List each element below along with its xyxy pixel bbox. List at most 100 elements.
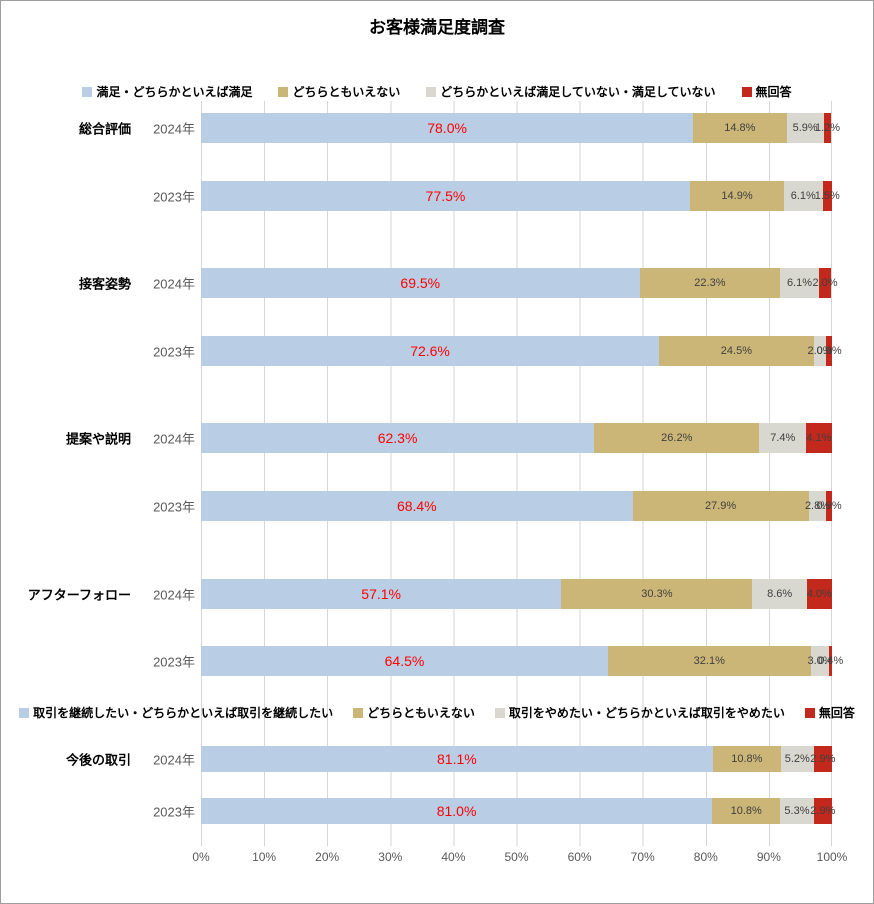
bar-segment-no-answer: 4.1%: [806, 423, 832, 453]
segment-value-label: 0.4%: [818, 655, 844, 667]
segment-value-label: 30.3%: [641, 588, 673, 600]
gridlines: [201, 101, 832, 846]
segment-value-label: 2.0%: [812, 277, 838, 289]
year-label: 2024年: [153, 752, 195, 768]
bar-track: 72.6% 24.5% 2.0% 0.9%: [201, 336, 842, 366]
segment-value-label: 5.9%: [792, 122, 818, 134]
legend-swatch-dissatisfied: [494, 707, 505, 718]
segment-value-label: 10.8%: [730, 805, 762, 817]
bar-row: 接客姿勢 2024年 69.5% 22.3% 6.1% 2.0%: [1, 268, 873, 298]
bar-track: 78.0% 14.8% 5.9% 1.2%: [201, 113, 840, 143]
bar-segment-neutral: 10.8%: [712, 746, 781, 772]
segment-value-label: 4.0%: [806, 588, 832, 600]
x-axis-tick-label: 100%: [816, 850, 848, 864]
bar-segment-neutral: 14.9%: [690, 181, 785, 211]
segment-value-label: 3.0%: [807, 655, 833, 667]
bar-row: 2023年 64.5% 32.1% 3.0% 0.4%: [1, 646, 873, 676]
legend-swatch-no-answer: [741, 86, 752, 97]
legend-item-satisfied: 取引を継続したい・どちらかといえば取引を継続したい: [19, 704, 333, 721]
bar-segment-no-answer: 0.9%: [817, 491, 842, 521]
bar-track: 77.5% 14.9% 6.1% 1.5%: [201, 181, 840, 211]
bar-row: 2023年 72.6% 24.5% 2.0% 0.9%: [1, 336, 873, 366]
x-axis-tick-label: 30%: [378, 850, 403, 864]
bar-segment-neutral: 27.9%: [632, 491, 809, 521]
bar-segment-satisfied: 78.0%: [201, 113, 694, 143]
bar-track: 62.3% 26.2% 7.4% 4.1%: [201, 423, 832, 453]
segment-value-label: 2.0%: [807, 345, 833, 357]
category-label: 提案や説明: [65, 431, 131, 447]
legend-satisfaction: 満足・どちらかといえば満足 どちらともいえない どちらかといえば満足していない・満足…: [1, 83, 873, 100]
bar-segment-dissatisfied: 3.0%: [807, 646, 833, 676]
segment-value-label: 26.2%: [661, 432, 693, 444]
segment-value-label: 6.1%: [786, 277, 813, 289]
x-axis: 0% 10% 20% 30% 40% 50% 60% 70% 80% 90% 100%: [192, 850, 847, 868]
x-axis-tick-label: 60%: [567, 850, 592, 864]
bar-segment-satisfied: 81.1%: [201, 746, 713, 772]
bar-segment-neutral: 32.1%: [607, 646, 811, 676]
x-axis-tick-label: 50%: [504, 850, 529, 864]
legend-item-neutral: どちらともいえない: [353, 704, 475, 721]
segment-value-label: 27.9%: [705, 500, 737, 512]
segment-value-label: 22.3%: [694, 277, 726, 289]
bar-segment-satisfied: 81.0%: [201, 798, 713, 824]
segment-value-label: 24.5%: [720, 345, 752, 357]
legend-item-dissatisfied: 取引をやめたい・どちらかといえば取引をやめたい: [494, 704, 785, 721]
legend-label: 満足・どちらかといえば満足: [96, 85, 253, 99]
segment-value-label: 1.2%: [815, 122, 841, 134]
bar-segment-no-answer: 0.9%: [817, 336, 842, 366]
segment-value-label: 81.1%: [437, 751, 477, 767]
legend-item-no-answer: 無回答: [741, 83, 792, 100]
legend-swatch-satisfied: [19, 707, 30, 718]
x-axis-tick-label: 0%: [192, 850, 210, 864]
legend-item-no-answer: 無回答: [804, 704, 855, 721]
bar-row: 提案や説明 2024年 62.3% 26.2% 7.4% 4.1%: [1, 423, 873, 453]
bar-segment-no-answer: 2.9%: [810, 746, 835, 772]
x-axis-tick-label: 10%: [252, 850, 277, 864]
x-axis-tick-label: 90%: [756, 850, 781, 864]
bar-segment-satisfied: 64.5%: [201, 646, 608, 676]
x-axis-tick-label: 20%: [315, 850, 340, 864]
segment-value-label: 2.9%: [810, 805, 836, 817]
bar-track: 69.5% 22.3% 6.1% 2.0%: [201, 268, 838, 298]
legend-item-dissatisfied: どちらかといえば満足していない・満足していない: [426, 83, 716, 100]
bar-segment-dissatisfied: 5.3%: [780, 798, 814, 824]
segment-value-label: 0.9%: [816, 345, 842, 357]
category-label: 総合評価: [78, 121, 131, 137]
legend-label: 取引を継続したい・どちらかといえば取引を継続したい: [33, 706, 334, 720]
segment-value-label: 69.5%: [400, 275, 441, 291]
segment-value-label: 1.5%: [814, 190, 840, 202]
bar-segment-satisfied: 69.5%: [201, 268, 640, 298]
bar-track: 68.4% 27.9% 2.8% 0.9%: [201, 491, 842, 521]
bar-segment-neutral: 24.5%: [659, 336, 814, 366]
bar-row: アフターフォロー 2024年 57.1% 30.3% 8.6% 4.0%: [1, 579, 873, 609]
bar-segment-neutral: 30.3%: [561, 579, 753, 609]
bar-track: 81.0% 10.8% 5.3% 2.9%: [201, 798, 836, 824]
bar-segment-satisfied: 72.6%: [201, 336, 660, 366]
legend-item-satisfied: 満足・どちらかといえば満足: [82, 83, 252, 100]
x-axis-tick-label: 40%: [441, 850, 466, 864]
year-label: 2023年: [153, 804, 195, 820]
legend-label: どちらかといえば満足していない・満足していない: [440, 85, 716, 99]
segment-value-label: 4.1%: [806, 432, 832, 444]
bar-segment-neutral: 10.8%: [712, 798, 781, 824]
segment-value-label: 72.6%: [410, 343, 450, 359]
x-axis-tick-label: 70%: [630, 850, 655, 864]
chart-title: お客様満足度調査: [369, 18, 505, 37]
year-label: 2024年: [153, 431, 195, 447]
segment-value-label: 2.9%: [810, 753, 836, 765]
segment-value-label: 68.4%: [396, 498, 437, 514]
segment-value-label: 77.5%: [425, 188, 466, 204]
bar-track: 57.1% 30.3% 8.6% 4.0%: [201, 579, 832, 609]
legend-label: 取引をやめたい・どちらかといえば取引をやめたい: [508, 706, 785, 720]
bar-segment-dissatisfied: 2.0%: [807, 336, 833, 366]
bar-segment-dissatisfied: 5.9%: [786, 113, 824, 143]
bar-segment-dissatisfied: 7.4%: [759, 423, 807, 453]
segment-value-label: 5.3%: [784, 805, 810, 817]
bar-track: 81.1% 10.8% 5.2% 2.9%: [201, 746, 835, 772]
bar-row: 今後の取引 2024年 81.1% 10.8% 5.2% 2.9%: [1, 746, 873, 772]
segment-value-label: 6.1%: [790, 190, 816, 202]
legend-item-neutral: どちらともいえない: [278, 83, 400, 100]
legend-label: どちらともいえない: [367, 706, 475, 720]
bar-track: 64.5% 32.1% 3.0% 0.4%: [201, 646, 843, 676]
